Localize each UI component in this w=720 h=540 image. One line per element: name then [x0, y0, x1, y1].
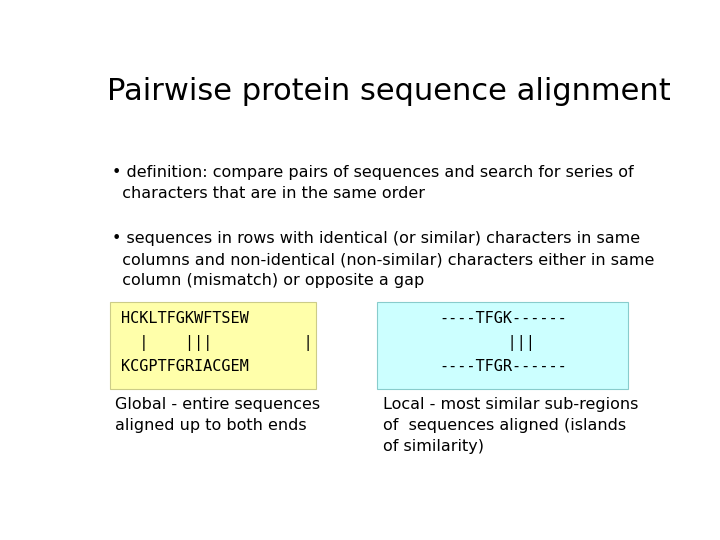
Text: • definition: compare pairs of sequences and search for series of
  characters t: • definition: compare pairs of sequences…	[112, 165, 634, 200]
Text: Local - most similar sub-regions
of  sequences aligned (islands
of similarity): Local - most similar sub-regions of sequ…	[383, 397, 639, 455]
Text: HCKLTFGKWFTSEW
  |    |||          |
KCGPTFGRIACGEM: HCKLTFGKWFTSEW | ||| | KCGPTFGRIACGEM	[121, 312, 312, 374]
Text: ----TFGK------
    |||
----TFGR------: ----TFGK------ ||| ----TFGR------	[439, 312, 567, 374]
Text: • sequences in rows with identical (or similar) characters in same
  columns and: • sequences in rows with identical (or s…	[112, 231, 654, 288]
Text: Global - entire sequences
aligned up to both ends: Global - entire sequences aligned up to …	[115, 397, 320, 434]
FancyBboxPatch shape	[377, 302, 629, 389]
FancyBboxPatch shape	[109, 302, 316, 389]
Text: Pairwise protein sequence alignment: Pairwise protein sequence alignment	[107, 77, 670, 106]
